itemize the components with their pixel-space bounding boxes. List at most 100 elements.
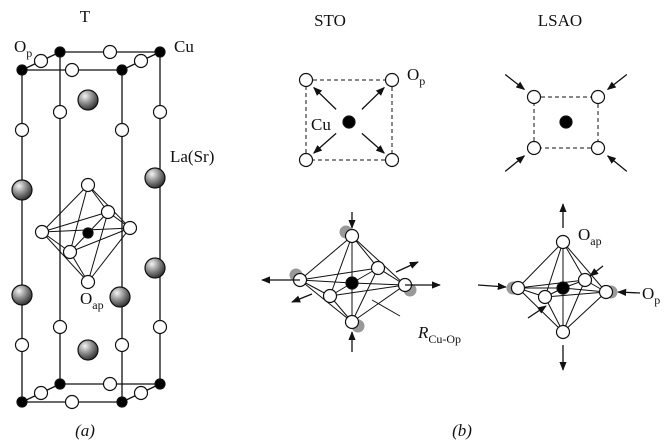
- o-atom: [528, 91, 541, 104]
- la-atom: [78, 90, 98, 110]
- bond: [518, 242, 563, 288]
- o-atom: [557, 326, 570, 339]
- label-text: Cu: [174, 37, 194, 56]
- label: Op: [642, 284, 660, 307]
- la-atom: [12, 180, 32, 200]
- o-atom: [66, 64, 79, 77]
- o-atom: [116, 339, 129, 352]
- o-atom: [135, 55, 148, 68]
- caption: (a): [75, 421, 95, 440]
- bond: [352, 236, 405, 285]
- arrow: [618, 292, 640, 293]
- o-atom: [124, 222, 137, 235]
- arrow: [608, 156, 627, 172]
- cu-atom: [55, 47, 65, 57]
- cu-atom: [155, 379, 165, 389]
- o-atom: [102, 206, 115, 219]
- la-atom: [78, 340, 98, 360]
- label-subscript: p: [419, 74, 425, 88]
- o-atom: [372, 262, 385, 275]
- cu-atom: [557, 282, 569, 294]
- o-atom: [300, 74, 313, 87]
- cu-atom: [560, 116, 572, 128]
- o-atom: [54, 321, 67, 334]
- cu-atom: [117, 65, 127, 75]
- bond: [372, 300, 400, 316]
- label-text: O: [14, 37, 26, 56]
- arrow: [608, 75, 627, 90]
- bond: [300, 280, 352, 283]
- label: La(Sr): [170, 147, 214, 166]
- label-text: Cu: [311, 115, 331, 134]
- la-atom: [145, 258, 165, 278]
- cu-atom: [55, 379, 65, 389]
- figure: T Op Cu La(Sr) Oap (a) STO Op Cu RCu-Op …: [0, 0, 667, 443]
- arrow: [314, 133, 336, 153]
- label-text: O: [80, 289, 92, 308]
- o-atom: [512, 282, 525, 295]
- bond: [352, 268, 378, 322]
- panel-title: T: [80, 7, 91, 26]
- arrow: [505, 75, 524, 90]
- label: Op: [407, 65, 425, 88]
- arrow: [396, 262, 418, 272]
- o-atom: [539, 291, 552, 304]
- la-atom: [110, 287, 130, 307]
- o-atom: [36, 226, 49, 239]
- arrow: [362, 88, 384, 110]
- o-atom: [35, 55, 48, 68]
- label: Oap: [578, 225, 602, 248]
- o-atom: [592, 91, 605, 104]
- o-atom: [557, 236, 570, 249]
- arrow: [590, 266, 603, 276]
- cu-atom: [117, 397, 127, 407]
- o-atom: [528, 142, 541, 155]
- o-atom: [135, 387, 148, 400]
- o-atom: [116, 124, 129, 137]
- cu-atom: [346, 277, 358, 289]
- caption: (b): [452, 421, 472, 440]
- o-atom: [104, 46, 117, 59]
- o-atom: [35, 387, 48, 400]
- o-atom: [66, 396, 79, 409]
- label-subscript: p: [26, 46, 32, 60]
- label-text: R: [417, 323, 429, 342]
- label-text: O: [407, 65, 419, 84]
- arrow: [505, 156, 524, 172]
- o-atom: [386, 154, 399, 167]
- o-atom: [16, 339, 29, 352]
- arrow: [362, 133, 384, 153]
- arrow: [314, 88, 336, 110]
- cu-atom: [155, 47, 165, 57]
- o-atom: [592, 142, 605, 155]
- o-atom: [386, 74, 399, 87]
- o-atom: [324, 290, 337, 303]
- o-atom: [82, 179, 95, 192]
- label-subscript: p: [654, 293, 660, 307]
- o-atom: [16, 124, 29, 137]
- cu-atom: [83, 228, 93, 238]
- o-atom: [600, 286, 613, 299]
- o-atom: [579, 274, 592, 287]
- arrow: [292, 294, 312, 302]
- label-subscript: ap: [92, 298, 103, 312]
- la-atom: [12, 285, 32, 305]
- label: Cu: [174, 37, 194, 56]
- o-atom: [154, 321, 167, 334]
- label: RCu-Op: [417, 323, 461, 346]
- o-atom: [104, 378, 117, 391]
- panel-title: STO: [314, 11, 346, 30]
- cu-atom: [17, 65, 27, 75]
- label: Op: [14, 37, 32, 60]
- o-atom: [82, 276, 95, 289]
- label-subscript: ap: [590, 234, 601, 248]
- o-atom: [154, 106, 167, 119]
- cu-atom: [343, 116, 355, 128]
- la-atom: [145, 168, 165, 188]
- label: Cu: [311, 115, 331, 134]
- arrow: [528, 306, 546, 318]
- o-atom: [346, 230, 359, 243]
- o-atom: [64, 246, 77, 259]
- label-text: O: [642, 284, 654, 303]
- structure-drawing: [12, 46, 640, 409]
